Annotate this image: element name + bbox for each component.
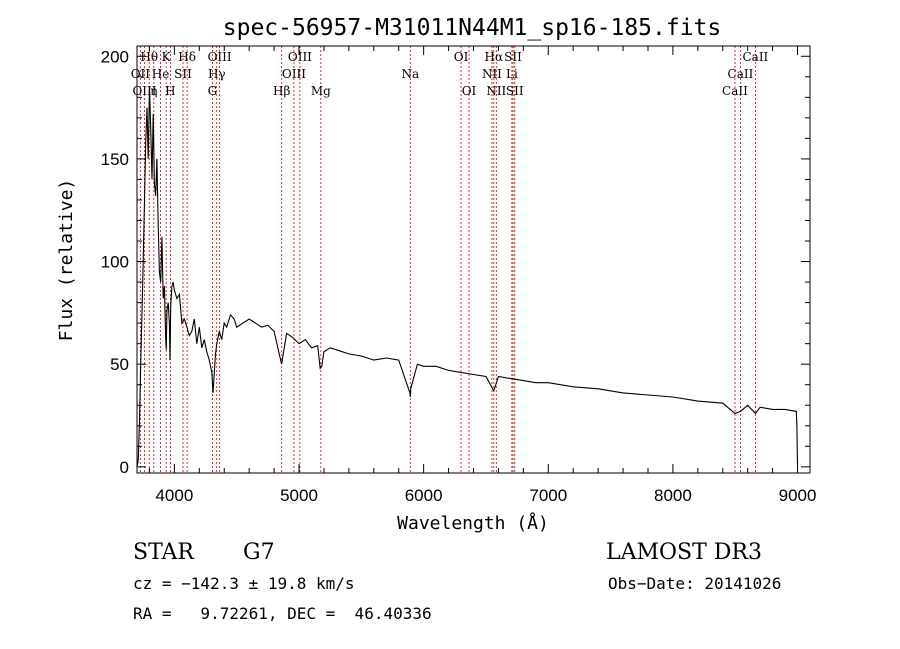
line-label: Na (401, 67, 419, 81)
chart-title: spec-56957-M31011N44M1_sp16-185.fits (223, 15, 722, 41)
line-label: SII (174, 67, 192, 81)
obs-date: Obs−Date: 20141026 (608, 574, 781, 593)
line-label: CaII (728, 67, 754, 81)
line-label: OIII (208, 50, 232, 64)
line-label: Hθ (140, 50, 158, 64)
line-label: SII (504, 50, 522, 64)
line-label: η (150, 84, 157, 98)
line-label: OIII (132, 84, 156, 98)
x-tick-label: 7000 (529, 486, 567, 505)
line-label: CaII (722, 84, 748, 98)
line-label: NII (486, 84, 506, 98)
y-axis-label: Flux (relative) (56, 179, 77, 342)
line-label: OI (454, 50, 469, 64)
line-label: He (152, 67, 170, 81)
y-tick-label: 50 (110, 355, 129, 374)
y-tick-label: 200 (101, 47, 129, 66)
line-label: OII (131, 67, 151, 81)
line-label: G (208, 84, 218, 98)
x-axis-label: Wavelength (Å) (397, 512, 549, 534)
x-tick-label: 6000 (405, 486, 443, 505)
line-label: Hβ (273, 84, 290, 98)
line-label: Hδ (178, 50, 196, 64)
object-subclass: G7 (243, 540, 275, 565)
line-label: OI (462, 84, 477, 98)
axis-ticks: 4000 5000 6000 7000 8000 9000 0 50 100 150 200 (101, 46, 817, 505)
plot-frame (136, 45, 811, 474)
line-label: OIII (288, 50, 312, 64)
line-label: K (162, 50, 172, 64)
x-tick-label: 5000 (280, 486, 318, 505)
survey-name: LAMOST DR3 (606, 540, 762, 565)
redshift-cz: cz = −142.3 ± 19.8 km/s (133, 574, 355, 593)
line-label: CaII (742, 50, 768, 64)
spectrum-line (136, 87, 799, 467)
x-tick-label: 4000 (155, 486, 193, 505)
x-tick-label: 8000 (654, 486, 692, 505)
y-tick-label: 0 (120, 458, 129, 477)
line-label: Li (506, 67, 518, 81)
object-class: STAR (133, 540, 195, 565)
line-markers (139, 46, 756, 473)
line-label: NII (482, 67, 502, 81)
line-label: SII (506, 84, 524, 98)
ra-dec: RA = 9.72261, DEC = 46.40336 (133, 604, 432, 623)
line-label: H (165, 84, 175, 98)
line-label: Hα (485, 50, 504, 64)
line-label: OIII (282, 67, 306, 81)
y-tick-label: 150 (101, 150, 129, 169)
y-tick-label: 100 (101, 253, 129, 272)
x-tick-label: 9000 (779, 486, 817, 505)
line-label: Mg (311, 84, 331, 98)
line-label: Hγ (208, 67, 226, 81)
